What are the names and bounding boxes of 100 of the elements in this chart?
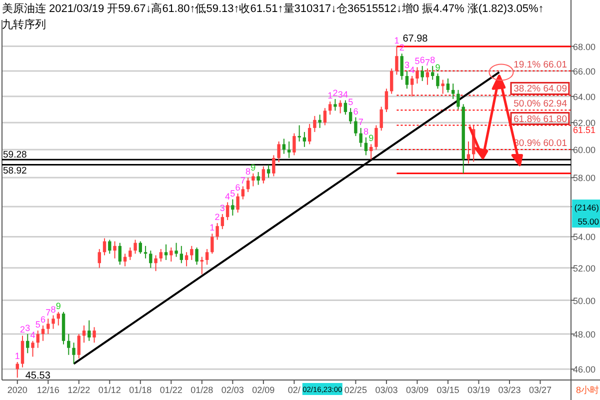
candlestick [159,248,163,262]
x-tick-label: 03/15 [436,385,460,395]
ref-line-label: 61.8% 61.80 [514,114,567,125]
candlestick [164,244,168,260]
y-tick-label: 46.00 [573,364,596,375]
x-tick-label: 02/25 [344,385,367,395]
text: 3 [404,60,410,70]
candlestick [302,131,306,148]
text: 7 [240,175,246,186]
candlestick [92,326,96,344]
text: 7 [358,116,364,127]
candlestick [26,334,30,354]
candlestick [128,246,132,260]
candlestick [282,138,286,154]
text: 4 [225,191,230,202]
text: 3 [220,203,225,214]
annotation: 67.98 [402,34,428,45]
candlestick [410,75,414,97]
text: 9 [368,133,374,144]
text: 2 [20,324,26,335]
text: 5 [348,97,354,108]
candlestick [390,68,394,94]
text: 9 [56,300,61,311]
candlestick [180,245,184,264]
chart-subtitle: 九转序列 [2,18,46,31]
candlestick [405,70,409,90]
candlestick [416,66,419,84]
x-tick-label: 03/23 [498,385,521,395]
candlestick [334,98,337,112]
candlestick [77,334,80,359]
candlestick [338,100,342,114]
x-tick-label: 2020 [7,385,28,395]
annotation: 45.53 [25,370,51,382]
candlestick [138,240,142,254]
candlestick [36,330,40,348]
x-tick-label: 02/09 [252,385,275,395]
candlestick [452,83,455,100]
candlestick [231,198,234,216]
text: 61.51 [573,125,596,136]
candlestick [430,65,434,80]
text: 4 [342,89,348,100]
x-tick-label: 02/03 [221,385,244,395]
candlestick [348,108,352,124]
x-tick-label: 12/22 [68,385,90,395]
text: (2146) [574,202,600,213]
candlestick [456,89,460,110]
x-tick-label: 03/27 [528,385,552,395]
x-tick-label: 01/22 [160,385,182,395]
candlestick [466,140,470,164]
y-tick-label: 50.00 [573,296,596,306]
text: 6 [235,182,240,193]
candlestick [344,100,348,116]
candlestick [436,72,440,90]
candlestick [88,320,91,342]
candlestick [328,101,332,116]
candlestick [323,108,327,126]
candlestick [262,166,266,184]
candlestick [98,248,101,268]
candlestick [287,140,291,158]
candlestick [226,202,230,221]
x-tick-label: 12/16 [36,385,60,395]
candlestick [20,335,24,368]
candlestick [395,46,398,76]
text: 7 [424,57,430,68]
candlestick [46,318,50,334]
text: 3 [338,89,343,100]
candlestick [369,144,373,160]
chart-title: 美原油连 2021/03/19 开59.67↓高61.80↑低59.13↑收61.51↑量310317↓仓36515512↓增0 振4.47% 涨(1.82)3.05%↑ [2,2,544,15]
x-tick-label: 03/03 [375,385,398,395]
candlestick [67,334,70,356]
text: 8 [363,126,368,136]
text: 3 [25,323,30,333]
text: 9 [435,62,440,72]
text: 55.00 [578,216,600,227]
ref-line-label: 38.2% 64.09 [514,84,567,95]
x-tick-label: 01/12 [98,385,121,395]
candlestick [236,193,240,214]
text: 1 [394,36,400,46]
candlestick [384,88,388,113]
candlestick [190,245,194,260]
text: 1 [210,222,215,233]
candlestick [52,314,55,330]
candlestick [123,253,127,267]
candlestick [216,222,219,240]
candlestick [420,65,424,82]
candlestick [118,242,122,266]
text: 6 [353,106,358,116]
y-tick-label: 48.00 [573,330,596,340]
ref-line-label: 58.92 [3,166,27,177]
candlestick [354,116,358,137]
candlestick [144,245,148,259]
candlestick [380,106,383,132]
x-tick-label: 03/19 [467,385,490,395]
ref-line-label: 19.1% 66.01 [514,59,567,70]
candlestick [56,311,60,326]
y-tick-label: 66.00 [573,66,596,76]
candlestick [374,124,378,150]
text: 4 [30,330,36,340]
text: 2 [332,88,338,98]
candlestick [359,127,362,148]
